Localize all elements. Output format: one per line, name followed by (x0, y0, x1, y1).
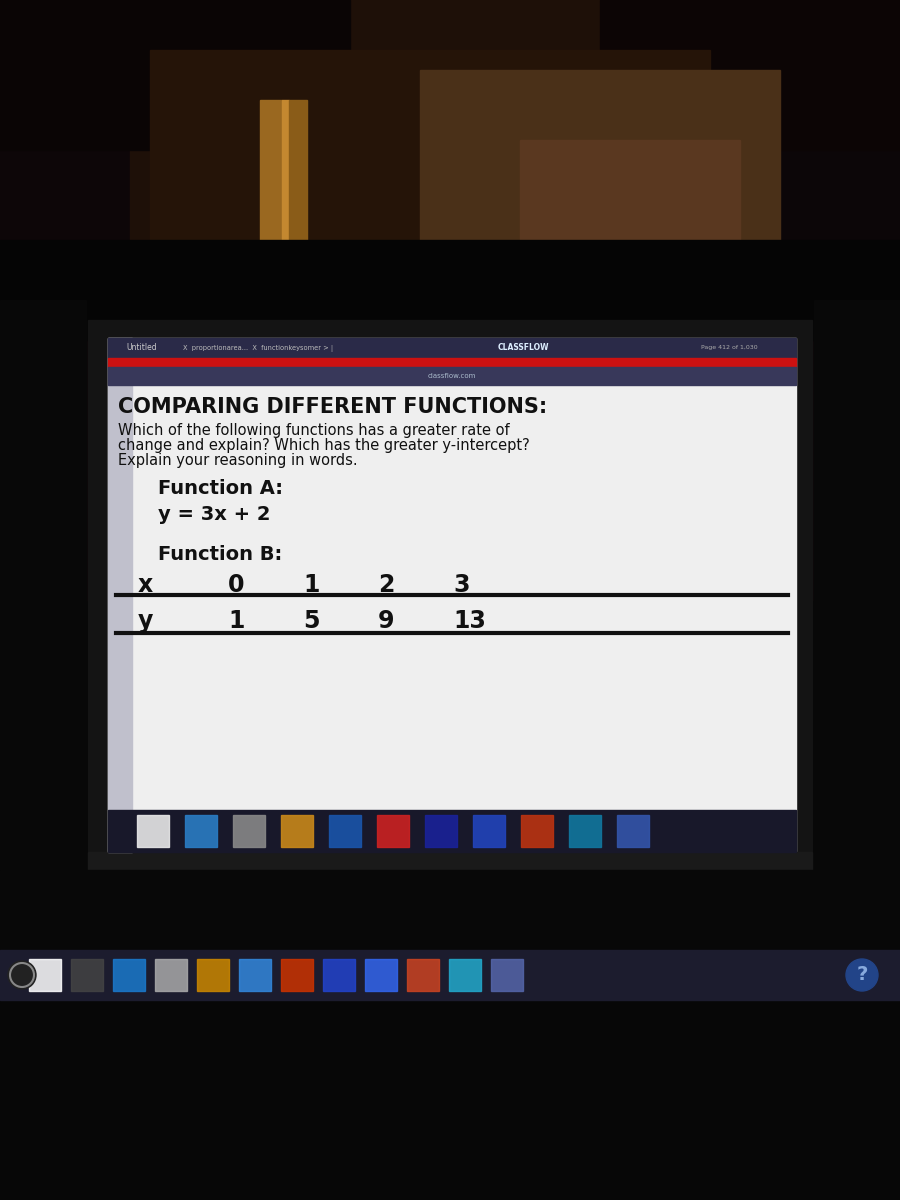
Bar (0, 0, 900, 300)
Text: CLASSFLOW: CLASSFLOW (498, 343, 550, 353)
Bar (617, 815, 649, 847)
Text: Which of the following functions has a greater rate of: Which of the following functions has a g… (118, 422, 509, 438)
Text: Untitled: Untitled (126, 343, 157, 353)
Bar (88, 852, 812, 870)
Bar (260, 100, 282, 520)
Bar (289, 100, 307, 520)
Bar (407, 959, 439, 991)
Text: 5: 5 (303, 608, 320, 634)
Text: 9: 9 (378, 608, 394, 634)
Bar (569, 815, 601, 847)
Bar (0, 950, 900, 1000)
Text: classflow.com: classflow.com (428, 373, 476, 379)
Text: Function A:: Function A: (158, 479, 283, 498)
Bar (0, 0, 350, 150)
Bar (760, 0, 900, 600)
Text: Function B:: Function B: (158, 545, 283, 564)
Text: X  proportionarea...  X  functionkeysomer > |: X proportionarea... X functionkeysomer >… (183, 344, 333, 352)
Bar (113, 959, 145, 991)
Bar (520, 140, 740, 500)
Bar (281, 959, 313, 991)
Bar (491, 959, 523, 991)
Text: 2: 2 (378, 572, 394, 596)
Bar (0, 240, 900, 290)
Bar (239, 959, 271, 991)
Text: Page 412 of 1,030: Page 412 of 1,030 (701, 346, 758, 350)
Bar (425, 815, 457, 847)
Bar (108, 338, 796, 852)
Text: Explain your reasoning in words.: Explain your reasoning in words. (118, 452, 357, 468)
Bar (449, 959, 481, 991)
Bar (473, 815, 505, 847)
Bar (521, 815, 553, 847)
Bar (29, 959, 61, 991)
Bar (323, 959, 355, 991)
Text: 13: 13 (453, 608, 486, 634)
Bar (233, 815, 265, 847)
Bar (281, 815, 313, 847)
Text: y: y (138, 608, 153, 634)
Bar (108, 338, 796, 358)
Bar (329, 815, 361, 847)
Text: COMPARING DIFFERENT FUNCTIONS:: COMPARING DIFFERENT FUNCTIONS: (118, 397, 547, 416)
Bar (108, 367, 796, 385)
Text: 1: 1 (303, 572, 320, 596)
Text: 1: 1 (228, 608, 245, 634)
Bar (420, 70, 780, 550)
Bar (137, 815, 169, 847)
Bar (0, 300, 86, 870)
Bar (282, 100, 289, 520)
Bar (600, 0, 900, 150)
Text: x: x (138, 572, 153, 596)
Bar (108, 810, 796, 852)
Bar (377, 815, 409, 847)
Bar (108, 338, 132, 852)
Bar (155, 959, 187, 991)
Text: ?: ? (856, 966, 868, 984)
Bar (108, 358, 796, 367)
Bar (814, 300, 900, 870)
Bar (365, 959, 397, 991)
Circle shape (846, 959, 878, 991)
Circle shape (8, 961, 36, 989)
Bar (0, 870, 900, 950)
Bar (88, 320, 812, 870)
Text: 3: 3 (453, 572, 470, 596)
Text: 0: 0 (228, 572, 245, 596)
Text: change and explain? Which has the greater y-intercept?: change and explain? Which has the greate… (118, 438, 530, 452)
Text: y = 3x + 2: y = 3x + 2 (158, 505, 271, 524)
Bar (185, 815, 217, 847)
Bar (0, 0, 130, 600)
Bar (71, 959, 103, 991)
Bar (150, 50, 710, 500)
Bar (130, 0, 760, 600)
Bar (197, 959, 229, 991)
Bar (0, 280, 900, 340)
